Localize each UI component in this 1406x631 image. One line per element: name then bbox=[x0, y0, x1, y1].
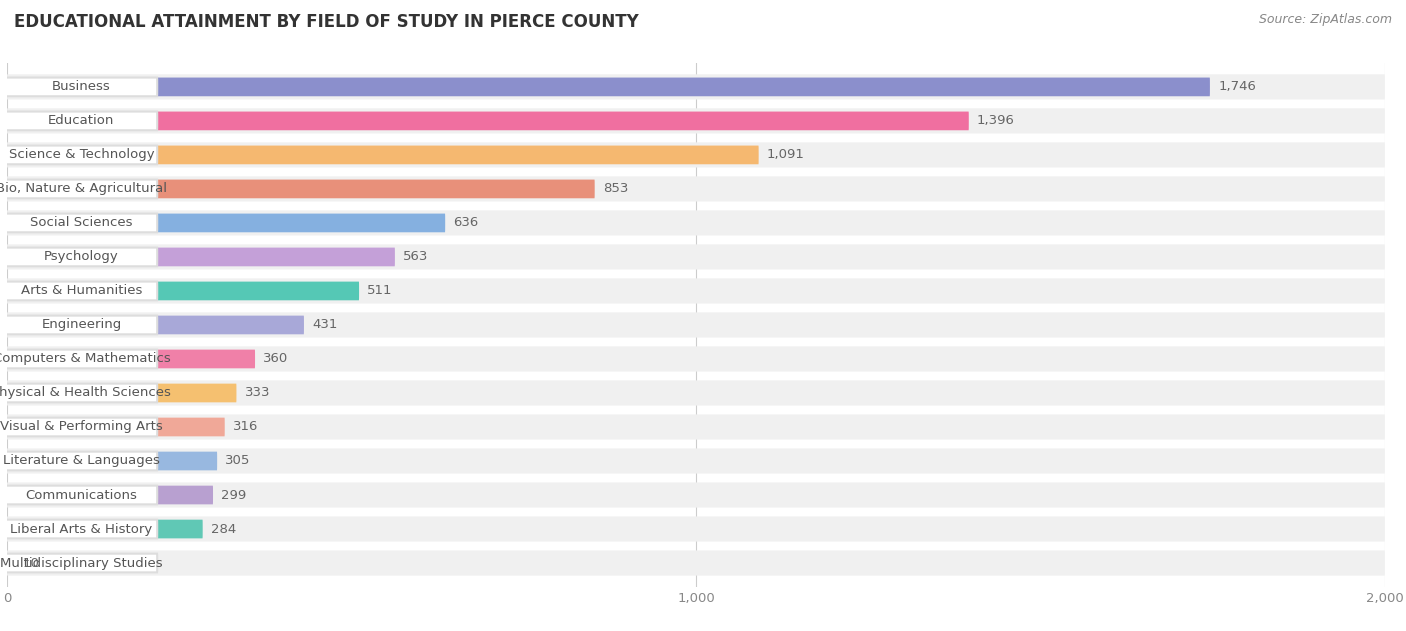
FancyBboxPatch shape bbox=[7, 516, 1385, 541]
Text: 431: 431 bbox=[312, 319, 337, 331]
Text: Visual & Performing Arts: Visual & Performing Arts bbox=[0, 420, 163, 433]
FancyBboxPatch shape bbox=[7, 78, 1211, 97]
FancyBboxPatch shape bbox=[7, 553, 14, 572]
FancyBboxPatch shape bbox=[6, 486, 157, 504]
FancyBboxPatch shape bbox=[7, 176, 1385, 201]
FancyBboxPatch shape bbox=[6, 418, 157, 437]
Text: 853: 853 bbox=[603, 182, 628, 196]
FancyBboxPatch shape bbox=[7, 418, 225, 437]
Text: 1,091: 1,091 bbox=[766, 148, 804, 162]
Text: Physical & Health Sciences: Physical & Health Sciences bbox=[0, 386, 172, 399]
Text: 305: 305 bbox=[225, 454, 250, 468]
FancyBboxPatch shape bbox=[7, 74, 1385, 100]
FancyBboxPatch shape bbox=[7, 520, 202, 538]
Text: Computers & Mathematics: Computers & Mathematics bbox=[0, 353, 170, 365]
Text: Bio, Nature & Agricultural: Bio, Nature & Agricultural bbox=[0, 182, 167, 196]
FancyBboxPatch shape bbox=[6, 384, 157, 403]
Text: 563: 563 bbox=[404, 251, 429, 264]
Text: Source: ZipAtlas.com: Source: ZipAtlas.com bbox=[1258, 13, 1392, 26]
FancyBboxPatch shape bbox=[7, 316, 304, 334]
Text: Communications: Communications bbox=[25, 488, 138, 502]
FancyBboxPatch shape bbox=[7, 483, 1385, 507]
Text: Science & Technology: Science & Technology bbox=[8, 148, 155, 162]
Text: Education: Education bbox=[48, 114, 115, 127]
FancyBboxPatch shape bbox=[6, 180, 157, 198]
FancyBboxPatch shape bbox=[7, 312, 1385, 338]
FancyBboxPatch shape bbox=[6, 247, 157, 266]
Text: Social Sciences: Social Sciences bbox=[30, 216, 132, 230]
Text: EDUCATIONAL ATTAINMENT BY FIELD OF STUDY IN PIERCE COUNTY: EDUCATIONAL ATTAINMENT BY FIELD OF STUDY… bbox=[14, 13, 638, 31]
FancyBboxPatch shape bbox=[6, 350, 157, 369]
FancyBboxPatch shape bbox=[6, 281, 157, 300]
FancyBboxPatch shape bbox=[7, 281, 359, 300]
Text: 299: 299 bbox=[221, 488, 246, 502]
Text: 316: 316 bbox=[233, 420, 259, 433]
FancyBboxPatch shape bbox=[6, 553, 157, 572]
FancyBboxPatch shape bbox=[7, 213, 446, 232]
FancyBboxPatch shape bbox=[7, 415, 1385, 440]
FancyBboxPatch shape bbox=[7, 350, 254, 369]
FancyBboxPatch shape bbox=[7, 210, 1385, 235]
FancyBboxPatch shape bbox=[7, 452, 217, 470]
Text: Engineering: Engineering bbox=[41, 319, 121, 331]
Text: 1,396: 1,396 bbox=[977, 114, 1015, 127]
FancyBboxPatch shape bbox=[7, 449, 1385, 474]
FancyBboxPatch shape bbox=[6, 316, 157, 334]
FancyBboxPatch shape bbox=[7, 109, 1385, 134]
Text: Arts & Humanities: Arts & Humanities bbox=[21, 285, 142, 297]
FancyBboxPatch shape bbox=[7, 550, 1385, 575]
FancyBboxPatch shape bbox=[7, 143, 1385, 167]
FancyBboxPatch shape bbox=[7, 278, 1385, 304]
FancyBboxPatch shape bbox=[7, 247, 395, 266]
Text: Psychology: Psychology bbox=[44, 251, 120, 264]
FancyBboxPatch shape bbox=[7, 380, 1385, 406]
Text: 333: 333 bbox=[245, 386, 270, 399]
Text: Business: Business bbox=[52, 80, 111, 93]
Text: 636: 636 bbox=[454, 216, 478, 230]
FancyBboxPatch shape bbox=[7, 486, 214, 504]
FancyBboxPatch shape bbox=[6, 146, 157, 164]
Text: 360: 360 bbox=[263, 353, 288, 365]
Text: 284: 284 bbox=[211, 522, 236, 536]
Text: Literature & Languages: Literature & Languages bbox=[3, 454, 160, 468]
FancyBboxPatch shape bbox=[7, 112, 969, 130]
FancyBboxPatch shape bbox=[6, 78, 157, 97]
Text: Liberal Arts & History: Liberal Arts & History bbox=[10, 522, 153, 536]
Text: Multidisciplinary Studies: Multidisciplinary Studies bbox=[0, 557, 163, 570]
FancyBboxPatch shape bbox=[7, 180, 595, 198]
FancyBboxPatch shape bbox=[7, 244, 1385, 269]
FancyBboxPatch shape bbox=[6, 452, 157, 470]
FancyBboxPatch shape bbox=[6, 112, 157, 130]
FancyBboxPatch shape bbox=[7, 146, 759, 164]
FancyBboxPatch shape bbox=[6, 213, 157, 232]
Text: 1,746: 1,746 bbox=[1218, 80, 1256, 93]
Text: 10: 10 bbox=[22, 557, 39, 570]
FancyBboxPatch shape bbox=[6, 520, 157, 538]
Text: 511: 511 bbox=[367, 285, 392, 297]
FancyBboxPatch shape bbox=[7, 384, 236, 403]
FancyBboxPatch shape bbox=[7, 346, 1385, 372]
